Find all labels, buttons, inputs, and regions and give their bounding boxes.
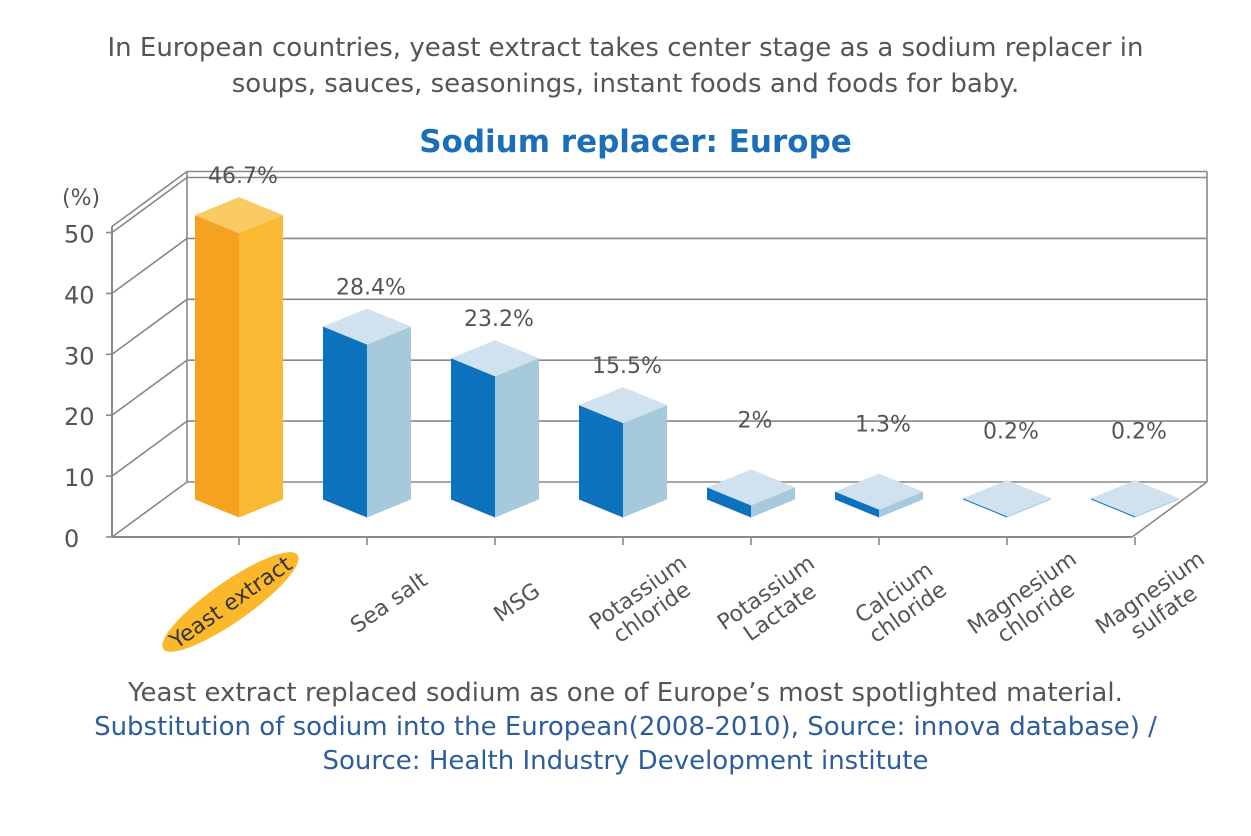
- y-tick-label: 0: [64, 525, 79, 553]
- y-tick-label: 40: [64, 281, 95, 309]
- data-label: 15.5%: [592, 354, 662, 379]
- data-label: 23.2%: [464, 307, 534, 332]
- bar-side-face: [239, 215, 283, 518]
- y-axis-unit: (%): [62, 186, 100, 211]
- bar-sea-salt: [323, 308, 411, 518]
- bar-front-face: [835, 491, 879, 518]
- bar-side-face: [1007, 498, 1051, 518]
- bar-top-face: [323, 308, 411, 345]
- bar-front-face: [1091, 498, 1135, 518]
- bar-yeast-extract: [195, 197, 283, 518]
- x-label-msg: MSG: [490, 579, 545, 628]
- bar-top-face: [835, 473, 923, 510]
- intro-text: In European countries, yeast extract tak…: [40, 30, 1211, 102]
- chart-title: Sodium replacer: Europe: [419, 124, 852, 160]
- y-tick-label: 30: [64, 342, 95, 370]
- bar-magnesium-chloride: [963, 480, 1051, 518]
- bar-top-face: [579, 387, 667, 424]
- x-tick-label: Sea salt: [346, 568, 432, 639]
- bar-potassium-chloride: [579, 387, 667, 518]
- bar-side-face: [1135, 498, 1179, 518]
- bar-front-face: [707, 487, 751, 518]
- bar-side-face: [623, 405, 667, 518]
- chart-axes: 0 10 20 30 40 50 (%): [62, 186, 1136, 553]
- data-label: 0.2%: [983, 419, 1039, 444]
- bar-front-face: [323, 326, 367, 518]
- bar-calcium-chloride: [835, 473, 923, 518]
- bar-top-face: [707, 469, 795, 506]
- bar-side-face: [751, 487, 795, 518]
- gridline-depth: [111, 170, 188, 228]
- gridline-depth: [111, 237, 188, 295]
- bar-front-face: [579, 405, 623, 518]
- chart-bars: [195, 197, 1179, 518]
- highlight-label-badge: [162, 552, 299, 652]
- bar-front-face: [451, 358, 495, 518]
- bar-front-face: [195, 215, 239, 518]
- x-label-yeast-extract: Yeast extract: [162, 552, 299, 655]
- bar-side-face: [495, 358, 539, 518]
- bar-top-face: [451, 340, 539, 377]
- x-label-sea-salt: Sea salt: [346, 568, 432, 639]
- gridline-depth: [111, 298, 188, 355]
- bar-magnesium-sulfate: [1091, 480, 1179, 518]
- floor-edge: [1131, 481, 1208, 538]
- gridline-depth: [111, 481, 188, 538]
- bar-top-face: [195, 197, 283, 234]
- footer-source-line-2: Source: Health Industry Development inst…: [322, 746, 929, 776]
- intro-line-1: In European countries, yeast extract tak…: [107, 33, 1144, 63]
- bar-msg: [451, 340, 539, 518]
- gridline-depth: [111, 420, 188, 477]
- bar-potassium-lactate: [707, 469, 795, 518]
- x-tick-label: MSG: [490, 579, 545, 628]
- y-tick-label: 20: [64, 403, 95, 431]
- x-tick-label: Yeast extract: [165, 552, 297, 655]
- bar-front-face: [963, 498, 1007, 518]
- bar-top-face: [1091, 480, 1179, 517]
- data-label: 0.2%: [1111, 419, 1167, 444]
- footer-source-line-1: Substitution of sodium into the European…: [94, 712, 1157, 742]
- data-label: 28.4%: [336, 276, 406, 301]
- intro-line-2: soups, sauces, seasonings, instant foods…: [231, 69, 1020, 99]
- bar-chart: 0 10 20 30 40 50 (%) 46.7% 28.4% 23.2% 15.5% 2% 1.3…: [62, 164, 1210, 655]
- y-tick-label: 50: [64, 221, 95, 249]
- footer-caption: Yeast extract replaced sodium as one of …: [128, 678, 1123, 708]
- gridline-depth: [111, 359, 188, 416]
- bar-top-face: [963, 480, 1051, 517]
- y-tick-label: 10: [64, 464, 95, 492]
- data-label: 1.3%: [855, 413, 911, 438]
- bar-side-face: [879, 491, 923, 518]
- data-label: 46.7%: [208, 164, 278, 189]
- chart-labels: 46.7% 28.4% 23.2% 15.5% 2% 1.3% 0.2% 0.2% Yeast …: [162, 164, 1210, 655]
- data-label: 2%: [738, 408, 773, 433]
- gridline-depth: [111, 176, 188, 234]
- bar-side-face: [367, 326, 411, 518]
